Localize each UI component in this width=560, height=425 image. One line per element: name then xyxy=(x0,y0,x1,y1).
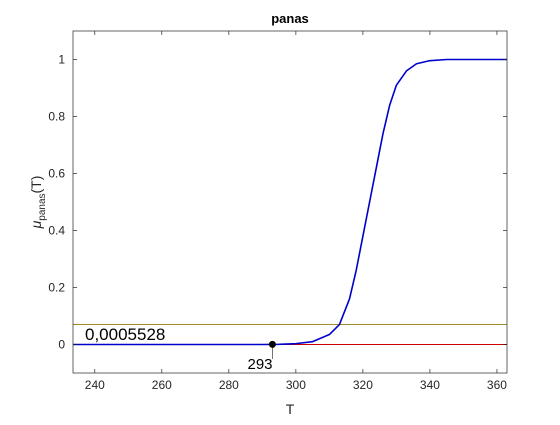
y-axis-label-symbol: μ xyxy=(28,220,44,229)
x-tick-label: 360 xyxy=(487,378,507,392)
marker-value-label: 0,0005528 xyxy=(85,325,165,344)
y-tick-label: 0 xyxy=(58,338,65,352)
x-axis-label: T xyxy=(286,401,295,417)
axes-box xyxy=(72,30,508,374)
y-tick-label: 0.4 xyxy=(48,224,65,238)
x-tick-label: 260 xyxy=(152,378,172,392)
x-tick-label: 280 xyxy=(219,378,239,392)
chart-title: panas xyxy=(271,11,309,26)
y-tick-label: 0.2 xyxy=(48,281,65,295)
y-axis-label-suffix: (T) xyxy=(28,176,44,194)
y-tick-label: 0.6 xyxy=(48,167,65,181)
y-axis-label: μpanas(T) xyxy=(28,176,48,230)
x-tick-label: 300 xyxy=(286,378,306,392)
y-tick-label: 0.8 xyxy=(48,110,65,124)
y-axis-label-subscript: panas xyxy=(37,193,48,220)
y-tick-label: 1 xyxy=(58,53,65,67)
x-tick-label: 240 xyxy=(85,378,105,392)
membership-curve xyxy=(73,58,507,346)
x-tick-label: 340 xyxy=(420,378,440,392)
marker-point xyxy=(268,340,276,348)
x-tick-label: 320 xyxy=(353,378,373,392)
marker-x-label: 293 xyxy=(247,356,272,373)
axes-background xyxy=(73,31,507,373)
